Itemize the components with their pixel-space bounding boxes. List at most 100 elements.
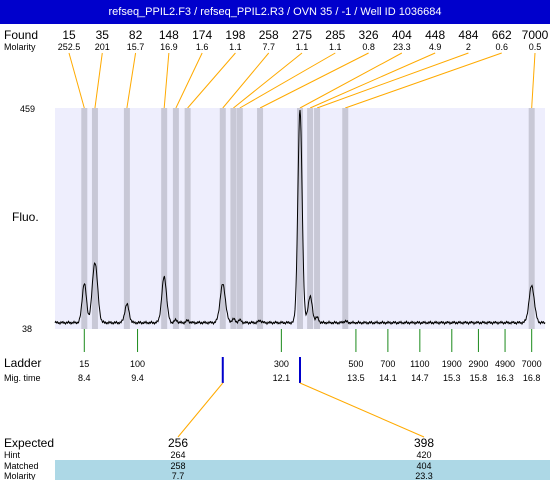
found-molarity-value: 2 <box>466 42 471 52</box>
found-peak-connector <box>259 52 369 109</box>
matched-row-highlight <box>55 460 550 480</box>
found-peak-band <box>81 108 88 329</box>
found-peak-connector <box>345 52 502 109</box>
ladder-size-value: 1100 <box>410 359 429 369</box>
found-molarity-value: 4.9 <box>429 42 442 52</box>
ladder-time-value: 8.4 <box>78 373 91 383</box>
expected-hint-value: 420 <box>416 450 431 460</box>
found-peak-band <box>314 108 321 329</box>
found-peak-connector <box>187 52 236 109</box>
found-peak-connector <box>222 52 270 109</box>
found-peak-connector <box>94 52 103 109</box>
found-label: Found <box>4 28 38 42</box>
found-size-value: 15 <box>62 28 76 42</box>
found-peak-connector <box>316 52 469 109</box>
ladder-size-value: 500 <box>348 359 363 369</box>
ladder-size-value: 300 <box>274 359 289 369</box>
found-molarity-value: 15.7 <box>127 42 145 52</box>
found-molarity-value: 0.8 <box>362 42 375 52</box>
y-min-tick-label: 38 <box>22 324 32 334</box>
ladder-size-value: 7000 <box>522 359 542 369</box>
found-molarity-value: 252.5 <box>58 42 81 52</box>
expected-hint-value: 264 <box>170 450 185 460</box>
expected-expected-value: 256 <box>168 436 188 450</box>
found-size-value: 326 <box>359 28 379 42</box>
molarity-label: Molarity <box>4 42 36 52</box>
found-peak-band <box>307 108 314 329</box>
found-size-value: 484 <box>458 28 478 42</box>
y-axis-label: Fluo. <box>12 210 39 224</box>
title-bar: refseq_PPIL2.F3 / refseq_PPIL2.R3 / OVN … <box>0 0 550 24</box>
expected-row-label-matched: Matched <box>4 461 39 471</box>
found-molarity-value: 23.3 <box>393 42 411 52</box>
found-peak-connector <box>239 52 336 109</box>
found-peak-band <box>123 108 130 329</box>
ladder-time-value: 9.4 <box>131 373 144 383</box>
found-molarity-value: 1.1 <box>229 42 242 52</box>
found-molarity-value: 0.6 <box>495 42 508 52</box>
found-molarity-value: 7.7 <box>262 42 275 52</box>
expected-matched-value: 258 <box>170 461 185 471</box>
found-peak-band <box>219 108 226 329</box>
ladder-size-value: 700 <box>380 359 395 369</box>
expected-molarity_row-value: 7.7 <box>172 471 185 480</box>
found-peak-connector <box>233 52 303 109</box>
ladder-size-value: 15 <box>79 359 89 369</box>
found-size-value: 82 <box>129 28 143 42</box>
found-peak-connector <box>531 52 536 109</box>
found-peak-band <box>161 108 168 329</box>
found-molarity-value: 16.9 <box>160 42 178 52</box>
fluorescence-trace <box>54 109 546 326</box>
found-peak-connector <box>68 52 85 109</box>
found-size-value: 198 <box>225 28 245 42</box>
expected-connector <box>177 382 224 438</box>
found-size-value: 448 <box>425 28 445 42</box>
found-size-value: 35 <box>96 28 110 42</box>
found-molarity-value: 1.6 <box>196 42 209 52</box>
ladder-size-value: 2900 <box>468 359 488 369</box>
found-molarity-value: 1.1 <box>329 42 342 52</box>
ladder-size-value: 4900 <box>495 359 515 369</box>
found-peak-band <box>257 108 264 329</box>
ladder-time-value: 12.1 <box>273 373 291 383</box>
found-size-value: 285 <box>325 28 345 42</box>
found-peak-connector <box>163 52 170 109</box>
ladder-time-value: 16.8 <box>523 373 541 383</box>
expected-row-label-molarity_row: Molarity <box>4 471 36 480</box>
found-size-value: 404 <box>392 28 412 42</box>
found-size-value: 275 <box>292 28 312 42</box>
found-molarity-value: 201 <box>95 42 110 52</box>
found-peak-band <box>342 108 349 329</box>
ladder-size-value: 100 <box>130 359 145 369</box>
found-size-value: 148 <box>159 28 179 42</box>
expected-row-label-expected: Expected <box>4 436 54 450</box>
found-size-value: 258 <box>259 28 279 42</box>
found-peak-band <box>528 108 535 329</box>
ladder-time-value: 15.3 <box>443 373 461 383</box>
expected-row-label-hint: Hint <box>4 450 21 460</box>
found-peak-band <box>297 108 303 329</box>
found-peak-connector <box>309 52 436 109</box>
y-max-tick-label: 459 <box>20 104 35 114</box>
ladder-time-value: 14.7 <box>411 373 429 383</box>
expected-expected-value: 398 <box>414 436 434 450</box>
found-peak-connector <box>175 52 203 109</box>
expected-connector <box>299 382 425 438</box>
ladder-time-value: 14.1 <box>379 373 397 383</box>
ladder-time-value: 16.3 <box>496 373 514 383</box>
mig-time-label: Mig. time <box>4 373 41 383</box>
ladder-label: Ladder <box>4 356 41 370</box>
found-peak-band <box>184 108 191 329</box>
found-peak-band <box>172 108 179 329</box>
found-peak-band <box>230 108 237 329</box>
found-molarity-value: 1.1 <box>296 42 309 52</box>
found-peak-connector <box>126 52 137 109</box>
expected-matched-value: 404 <box>416 461 431 471</box>
found-size-value: 7000 <box>522 28 549 42</box>
found-size-value: 174 <box>192 28 212 42</box>
ladder-time-value: 13.5 <box>347 373 365 383</box>
found-molarity-value: 0.5 <box>529 42 542 52</box>
found-peak-connector <box>299 52 403 109</box>
